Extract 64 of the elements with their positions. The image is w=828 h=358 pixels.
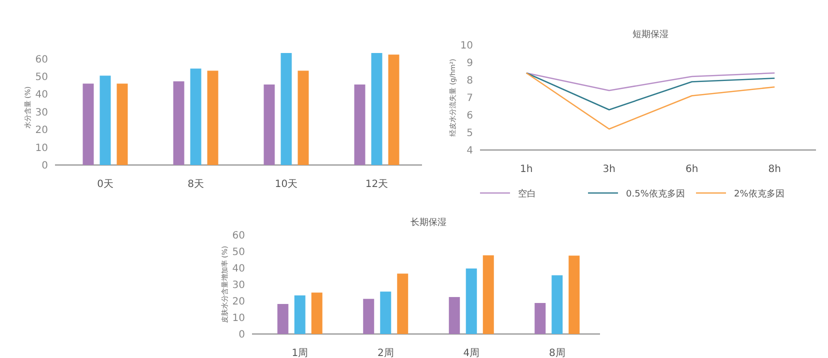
bar [354,84,366,165]
bar [552,275,563,334]
bar [397,274,408,334]
y-tick-label: 30 [35,107,48,118]
bar [448,297,460,334]
x-tick-label: 10天 [274,179,298,190]
bar [82,84,94,165]
legend-label: 0.5%依克多因 [626,188,685,200]
bar [371,53,382,165]
bar [568,256,580,334]
x-tick-label: 0天 [97,179,114,190]
x-tick-label: 1h [520,164,533,175]
y-tick-label: 40 [35,90,48,101]
chart-title: 长期保湿 [410,217,446,228]
y-tick-label: 20 [232,296,245,308]
x-tick-label: 8天 [188,179,204,190]
x-tick-label: 3h [602,164,616,175]
line-series [526,72,776,130]
y-tick-label: 0 [238,330,245,340]
x-tick-label: 4周 [463,348,480,358]
bar [116,84,128,165]
bar [388,54,400,165]
y-tick-label: 9 [466,58,473,69]
bar [277,304,288,334]
bar [100,76,111,165]
y-tick-label: 50 [232,247,245,258]
legend-label: 空白 [518,188,536,200]
legend-label: 2%依克多因 [734,188,784,200]
bar [173,81,184,165]
x-tick-label: 8周 [548,348,566,358]
bar [280,53,292,165]
y-tick-label: 50 [35,72,48,84]
x-tick-label: 6h [686,164,698,175]
bar [534,302,546,334]
line-series [526,72,776,110]
x-tick-label: 2周 [377,348,394,358]
x-tick-label: 1周 [292,348,308,358]
bar [264,84,275,165]
y-tick-label: 0 [42,160,48,172]
chart-title: 短期保湿 [632,29,668,40]
bar [363,298,374,334]
bar [311,292,322,334]
bar [380,292,392,334]
y-tick-label: 60 [35,54,48,66]
bar [466,268,477,334]
y-tick-label: 7 [466,93,473,104]
y-tick-label: 10 [232,313,245,324]
y-tick-label: 60 [232,230,245,242]
y-tick-label: 6 [466,110,473,122]
y-tick-label: 10 [35,142,48,154]
y-tick-label: 8 [466,76,473,86]
bar [482,255,494,334]
x-tick-label: 8h [768,164,781,175]
y-tick-label: 5 [466,128,473,139]
y-tick-label: 30 [232,280,245,291]
y-tick-label: 20 [35,125,48,136]
bar [298,70,309,165]
y-tick-label: 4 [466,146,473,156]
y-tick-label: 10 [460,40,473,52]
y-tick-label: 40 [232,264,245,274]
bar [190,68,202,165]
x-tick-label: 12天 [365,179,388,190]
bar [294,295,306,334]
bar [207,70,218,165]
